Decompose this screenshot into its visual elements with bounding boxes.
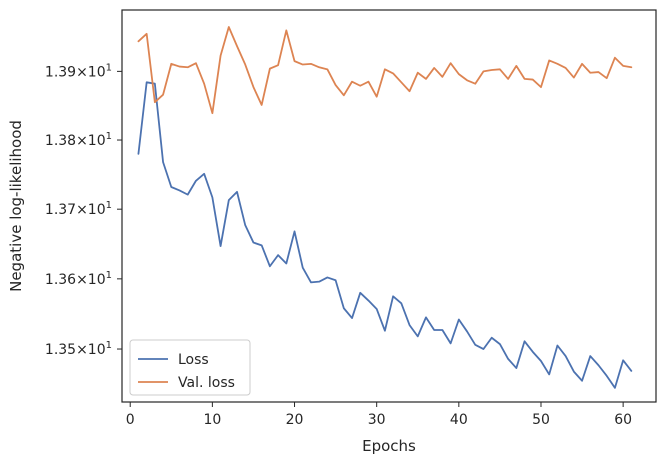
y-tick-label: 1.36×101 [45, 270, 112, 288]
x-tick-label: 10 [203, 412, 221, 428]
legend-label: Val. loss [178, 375, 235, 391]
plot-frame [121, 9, 657, 403]
legend: Loss Val. loss [129, 339, 251, 396]
x-tick-label: 50 [532, 412, 550, 428]
x-tick-label: 30 [368, 412, 386, 428]
y-tick-label: 1.35×101 [45, 340, 112, 358]
x-axis-label: Epochs [362, 437, 416, 455]
y-tick-label: 1.38×101 [45, 131, 112, 149]
x-tick-label: 60 [614, 412, 632, 428]
y-axis-label: Negative log-likelihood [7, 120, 25, 292]
y-tick-label: 1.37×101 [45, 200, 112, 218]
series-line-val-loss [137, 26, 633, 115]
legend-label: Loss [178, 352, 209, 368]
y-axis-ticks: 1.35×101 1.36×101 1.37×101 1.38×101 1.39×101 [45, 62, 122, 358]
x-tick-label: 0 [126, 412, 135, 428]
series-line-loss [137, 81, 633, 389]
x-tick-label: 20 [286, 412, 304, 428]
y-tick-label: 1.39×101 [45, 62, 112, 80]
x-axis-ticks: 0 10 20 30 40 50 60 [126, 402, 632, 428]
x-tick-label: 40 [450, 412, 468, 428]
series-layer [137, 26, 633, 389]
